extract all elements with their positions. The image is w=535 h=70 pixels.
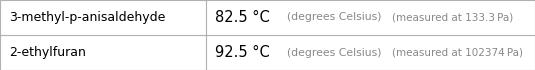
Text: 2-ethylfuran: 2-ethylfuran (9, 46, 86, 59)
Text: 92.5 °C: 92.5 °C (215, 45, 270, 60)
Text: 3-methyl-p-anisaldehyde: 3-methyl-p-anisaldehyde (9, 11, 165, 24)
Text: (measured at 102374 Pa): (measured at 102374 Pa) (392, 48, 523, 57)
Text: (degrees Celsius): (degrees Celsius) (287, 13, 382, 22)
Text: (measured at 133.3 Pa): (measured at 133.3 Pa) (392, 13, 513, 22)
Text: (degrees Celsius): (degrees Celsius) (287, 48, 382, 57)
Text: 82.5 °C: 82.5 °C (215, 10, 270, 25)
